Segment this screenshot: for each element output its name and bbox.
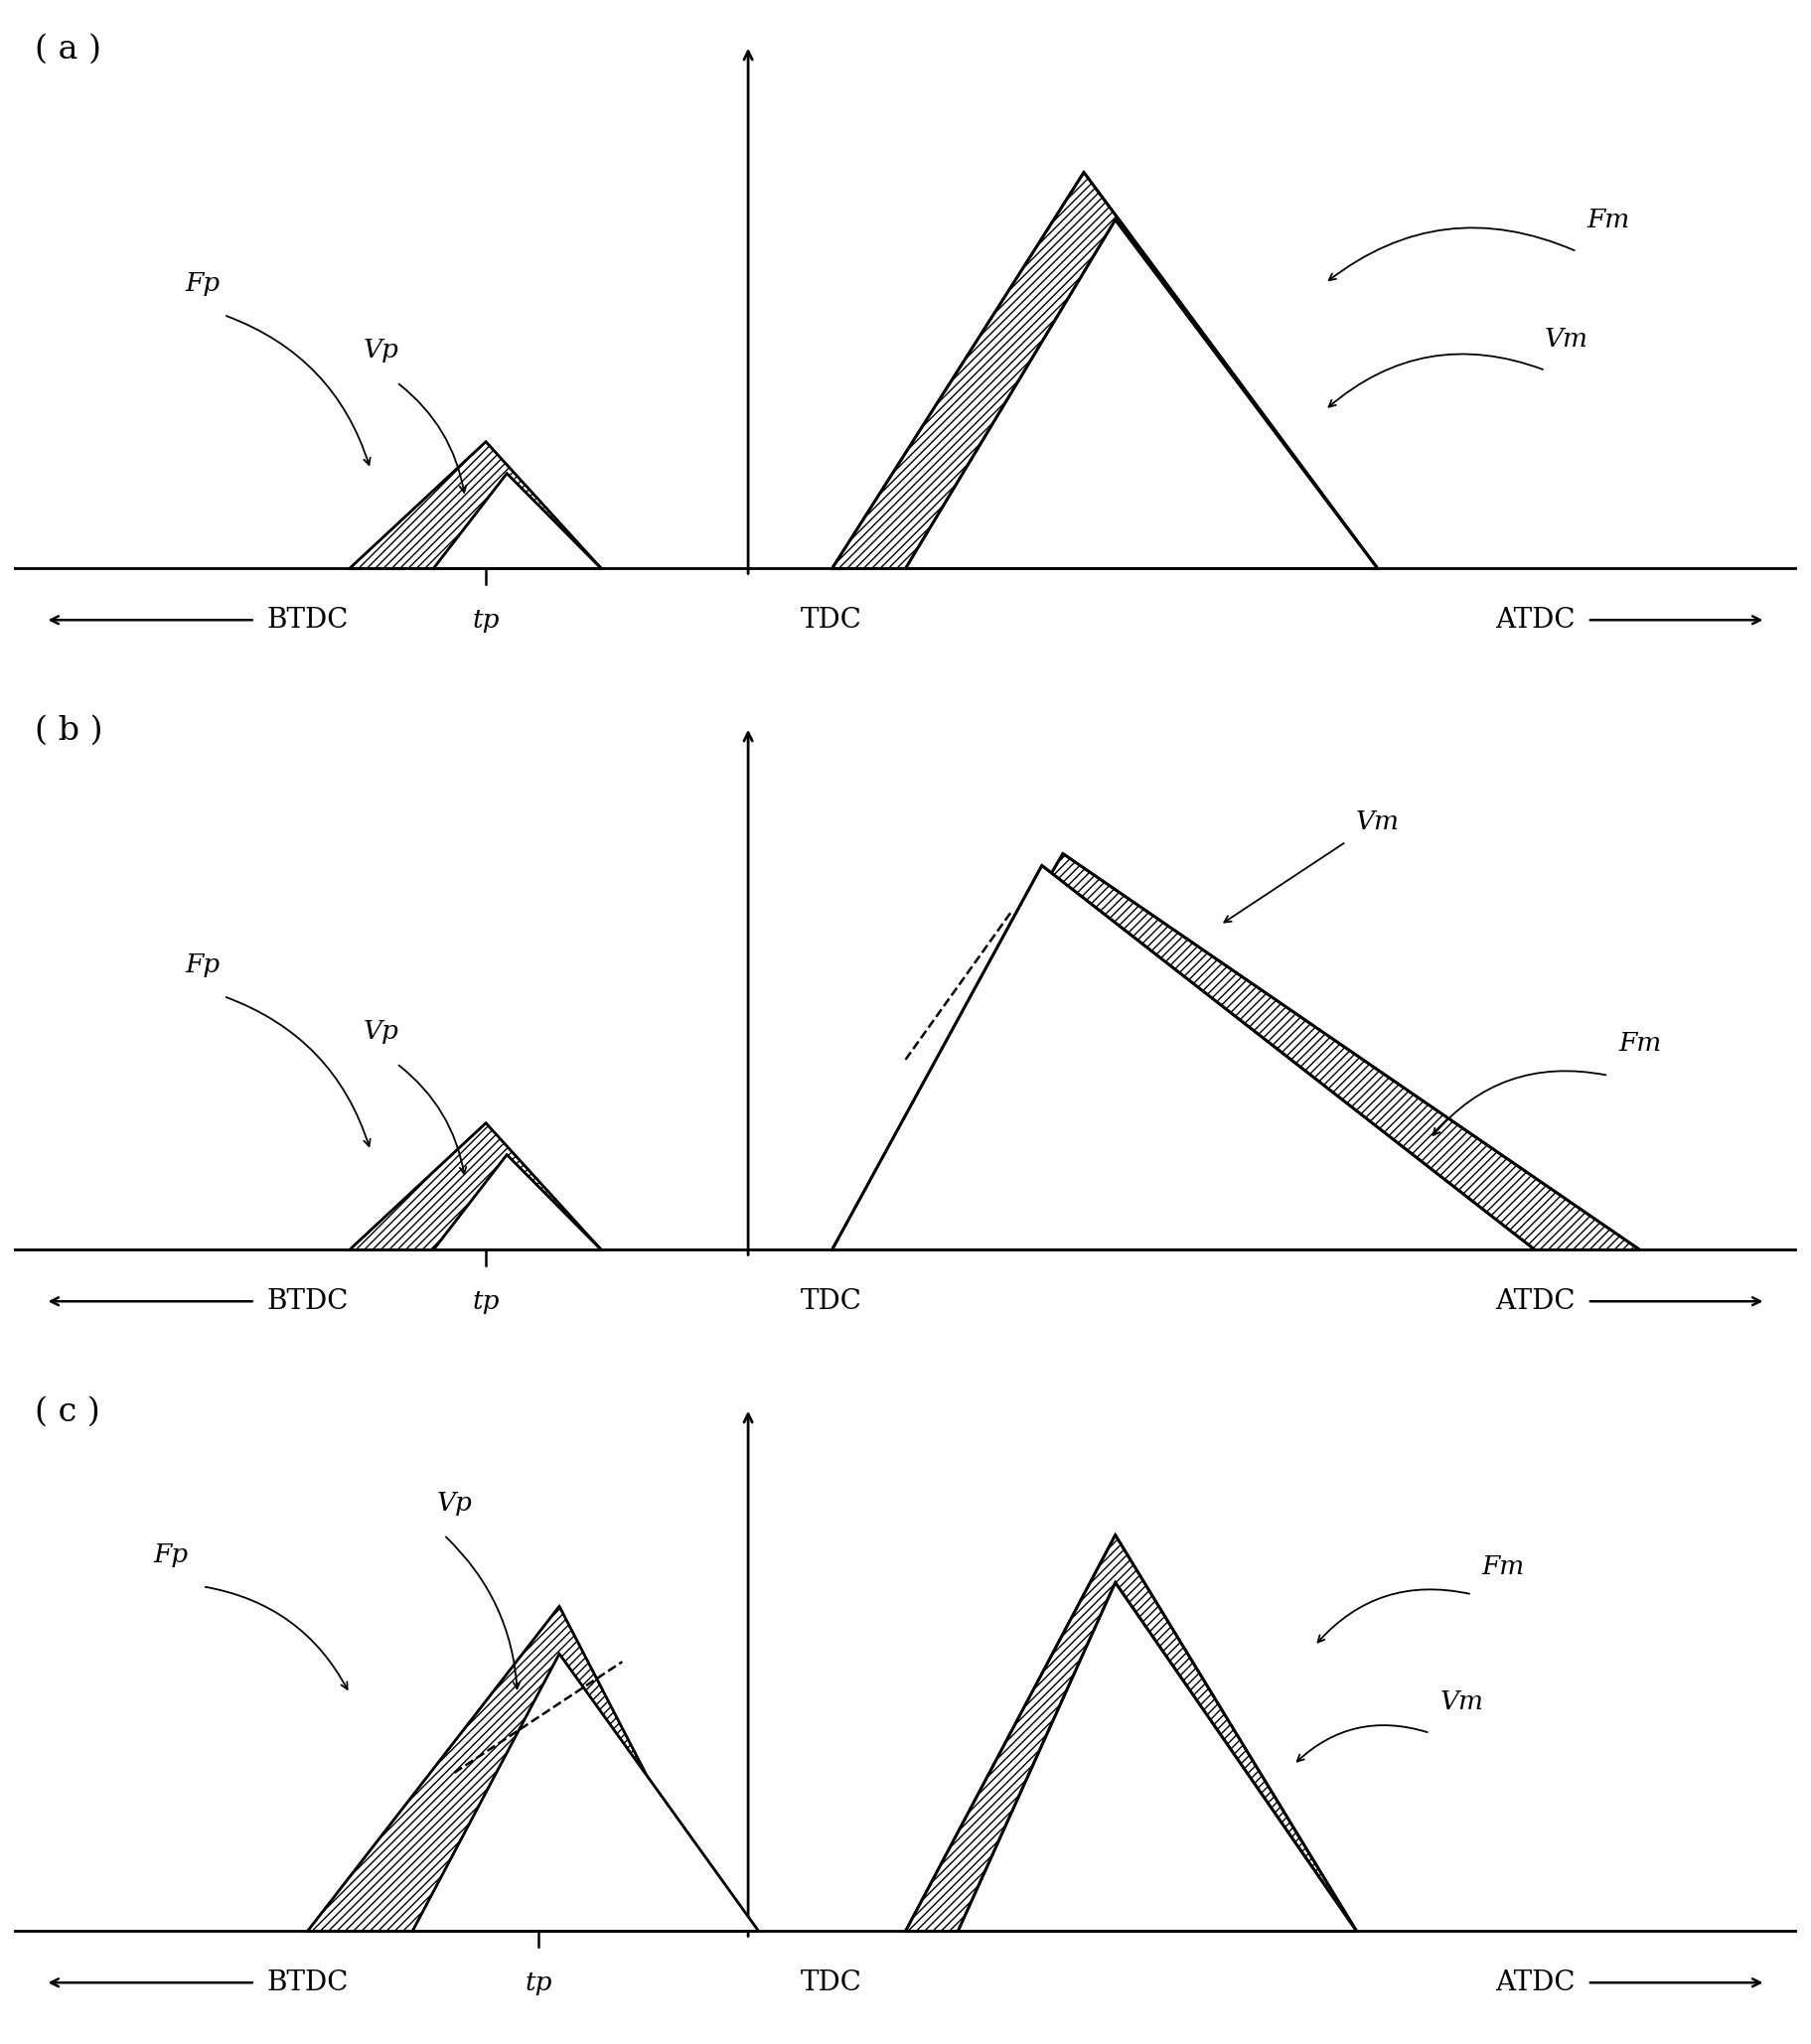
Text: Fp: Fp xyxy=(185,953,221,977)
Text: ATDC: ATDC xyxy=(1494,1968,1576,1997)
Polygon shape xyxy=(831,865,1536,1249)
Text: tp: tp xyxy=(473,607,500,632)
Text: Vm: Vm xyxy=(1545,327,1588,352)
Text: ( c ): ( c ) xyxy=(34,1396,100,1429)
Text: Vm: Vm xyxy=(1356,809,1400,834)
Text: Vm: Vm xyxy=(1440,1688,1483,1713)
Text: ATDC: ATDC xyxy=(1494,607,1576,634)
Text: ( b ): ( b ) xyxy=(34,715,103,746)
Text: tp: tp xyxy=(525,1970,552,1995)
Text: TDC: TDC xyxy=(800,1968,862,1997)
Text: BTDC: BTDC xyxy=(266,1968,348,1997)
Text: ATDC: ATDC xyxy=(1494,1288,1576,1314)
Text: Fm: Fm xyxy=(1481,1553,1525,1580)
Polygon shape xyxy=(308,1607,728,1932)
Text: BTDC: BTDC xyxy=(266,1288,348,1314)
Text: TDC: TDC xyxy=(800,1288,862,1314)
Polygon shape xyxy=(350,1122,601,1249)
Text: Vp: Vp xyxy=(364,337,398,364)
Text: Vp: Vp xyxy=(364,1020,398,1044)
Polygon shape xyxy=(413,1654,759,1932)
Polygon shape xyxy=(958,1582,1356,1932)
Text: Fp: Fp xyxy=(185,270,221,296)
Polygon shape xyxy=(831,854,1639,1249)
Text: TDC: TDC xyxy=(800,607,862,634)
Polygon shape xyxy=(433,1155,601,1249)
Text: BTDC: BTDC xyxy=(266,607,348,634)
Text: ( a ): ( a ) xyxy=(34,33,101,65)
Polygon shape xyxy=(433,474,601,568)
Text: Vp: Vp xyxy=(436,1490,473,1517)
Text: Fp: Fp xyxy=(154,1543,188,1568)
Polygon shape xyxy=(350,442,601,568)
Text: Fm: Fm xyxy=(1586,206,1630,233)
Text: Fm: Fm xyxy=(1619,1032,1661,1057)
Polygon shape xyxy=(906,221,1378,568)
Polygon shape xyxy=(906,1535,1356,1932)
Polygon shape xyxy=(831,172,1378,568)
Text: tp: tp xyxy=(473,1290,500,1314)
